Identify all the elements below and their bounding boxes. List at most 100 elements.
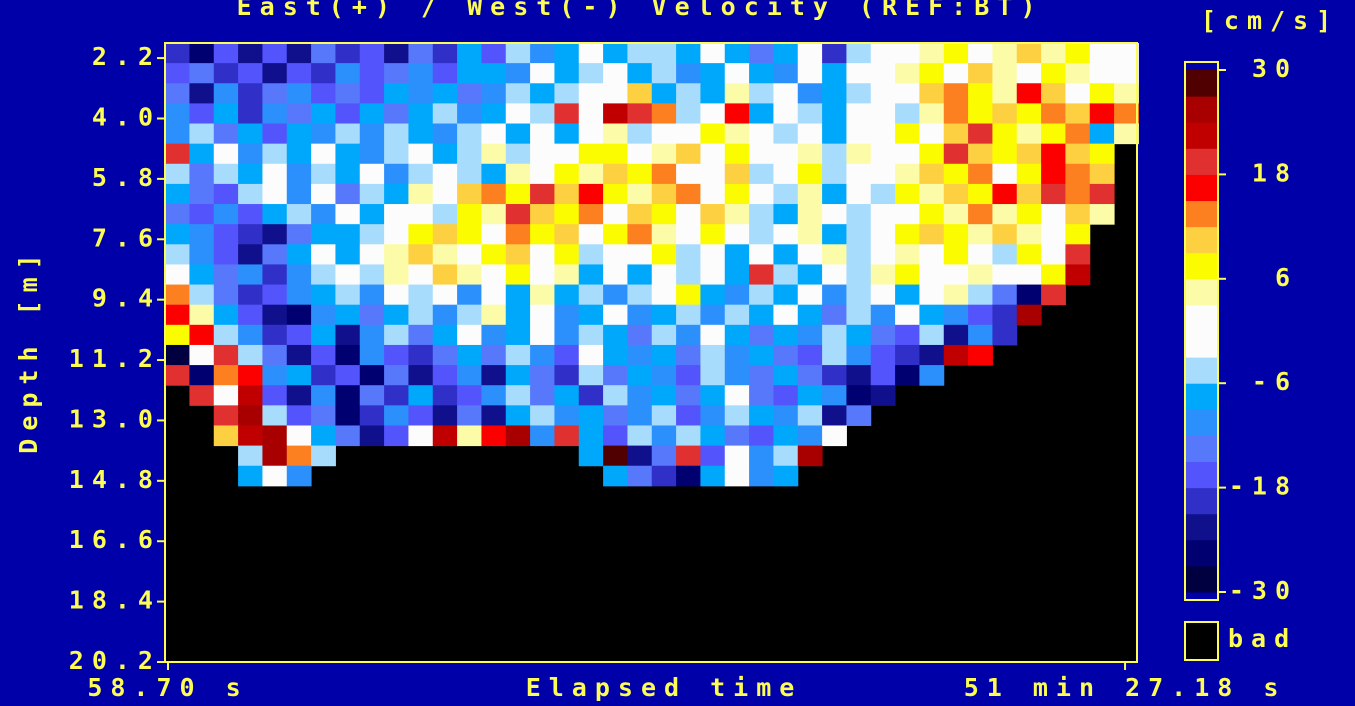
cell — [749, 163, 774, 185]
cell — [189, 83, 215, 104]
cell — [651, 244, 677, 265]
cell — [311, 103, 336, 125]
cell — [554, 143, 580, 165]
y-tick-label: 11.2 — [69, 344, 161, 373]
cell — [700, 244, 726, 265]
cell — [724, 405, 750, 426]
cell — [481, 365, 507, 386]
cell — [505, 365, 531, 386]
cell — [603, 83, 628, 104]
cell — [992, 284, 1018, 306]
cell — [384, 425, 409, 447]
cell — [603, 405, 628, 426]
cell — [213, 425, 239, 447]
cell — [189, 63, 215, 84]
cell — [627, 304, 653, 326]
cell — [311, 63, 336, 84]
cell — [822, 183, 847, 205]
cell — [432, 304, 458, 326]
cell — [189, 183, 215, 205]
cell — [530, 63, 555, 84]
cell — [311, 224, 336, 245]
cell — [578, 284, 604, 306]
cell — [797, 385, 823, 406]
cell — [651, 344, 677, 366]
cell — [384, 324, 409, 346]
cell — [432, 264, 458, 286]
cell — [432, 405, 458, 426]
cell — [992, 103, 1018, 125]
cell — [505, 304, 531, 326]
cell — [1016, 244, 1042, 265]
y-tick-label: 14.8 — [69, 465, 161, 494]
cell — [749, 284, 774, 306]
cell — [749, 324, 774, 346]
cell — [676, 83, 701, 104]
cell — [676, 425, 701, 447]
cell — [919, 143, 945, 165]
cell — [822, 425, 847, 447]
cell — [749, 63, 774, 84]
cell — [359, 103, 385, 125]
colorbar-tick-label: -30 — [1229, 576, 1298, 605]
cell — [627, 204, 653, 225]
cell — [797, 103, 823, 125]
cell — [189, 344, 215, 366]
cell — [238, 385, 263, 406]
colorbar-band — [1185, 435, 1218, 462]
cell — [335, 224, 361, 245]
cell — [724, 445, 750, 467]
cell — [1114, 103, 1139, 125]
cell — [481, 204, 507, 225]
colorbar-band — [1185, 357, 1218, 384]
cell — [432, 123, 458, 145]
cell — [286, 204, 312, 225]
cell — [1041, 43, 1066, 64]
colorbar-band — [1185, 331, 1218, 358]
cell — [481, 123, 507, 145]
cell — [822, 284, 847, 306]
cell — [700, 324, 726, 346]
cell — [822, 405, 847, 426]
cell — [554, 183, 580, 205]
cell — [530, 264, 555, 286]
cell — [627, 63, 653, 84]
cell — [895, 103, 920, 125]
cell — [554, 365, 580, 386]
cell — [797, 43, 823, 64]
cell — [554, 385, 580, 406]
cell — [165, 43, 190, 64]
cell — [505, 83, 531, 104]
cell — [968, 204, 993, 225]
cell — [822, 43, 847, 64]
y-axis-label: Depth [m] — [14, 246, 43, 453]
cell — [627, 143, 653, 165]
cell — [919, 224, 945, 245]
cell — [238, 445, 263, 467]
cell — [1016, 103, 1042, 125]
cell — [311, 163, 336, 185]
cell — [724, 425, 750, 447]
cell — [262, 224, 288, 245]
cell — [286, 83, 312, 104]
cell — [627, 465, 653, 487]
cell — [578, 83, 604, 104]
cell — [870, 183, 896, 205]
colorbar-frame — [1184, 61, 1219, 601]
cell — [384, 143, 409, 165]
cell — [724, 63, 750, 84]
cell — [919, 63, 945, 84]
cell — [651, 204, 677, 225]
cell — [262, 183, 288, 205]
colorbar-band — [1185, 383, 1218, 410]
cell — [651, 405, 677, 426]
cell — [1065, 43, 1091, 64]
cell — [189, 284, 215, 306]
cell — [724, 344, 750, 366]
cell — [822, 324, 847, 346]
cell — [481, 304, 507, 326]
cell — [481, 425, 507, 447]
cell — [773, 63, 799, 84]
cell — [773, 385, 799, 406]
cell — [1114, 83, 1139, 104]
